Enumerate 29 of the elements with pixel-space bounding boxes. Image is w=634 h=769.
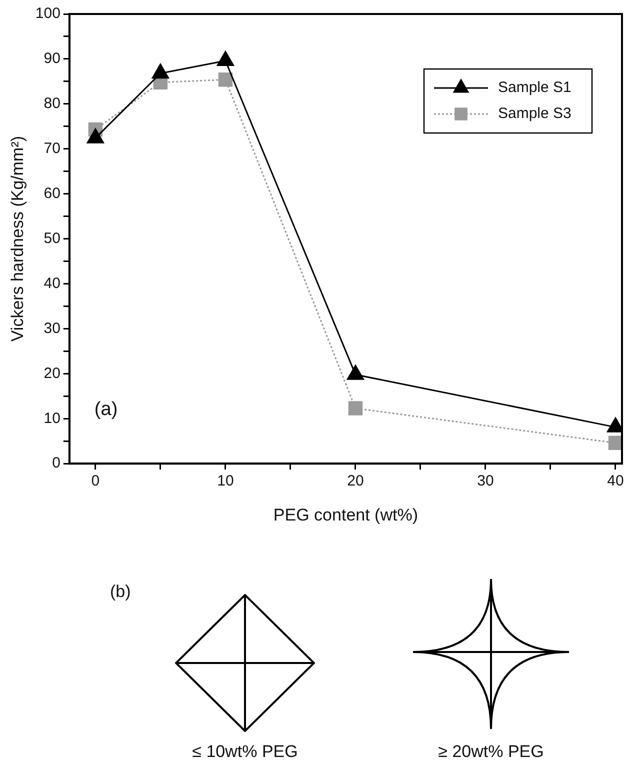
y-tick-label: 80	[44, 95, 60, 112]
y-axis-title: Vickers hardness (Kg/mm²)	[8, 136, 27, 342]
y-tick-label: 10	[44, 410, 60, 427]
point	[348, 401, 363, 416]
point	[86, 128, 104, 144]
x-tick-label: 20	[347, 472, 364, 490]
x-tick-label: 30	[477, 472, 494, 490]
y-tick-label: 50	[44, 230, 60, 247]
y-tick-label: 90	[44, 50, 60, 68]
point	[216, 51, 234, 66]
y-tick-label: 70	[44, 140, 60, 158]
y-tick-label: 100	[35, 5, 60, 22]
legend-label: Sample S1	[498, 79, 572, 96]
text: ≥ 20wt% PEG	[438, 742, 544, 762]
x-tick-label: 0	[91, 472, 100, 490]
y-tick-label: 0	[52, 454, 60, 472]
point	[608, 436, 622, 450]
y-tick-label: 40	[44, 274, 60, 292]
annotation: (a)	[94, 398, 118, 420]
x-axis-title: PEG content (wt%)	[273, 505, 418, 524]
y-tick-label: 30	[44, 320, 60, 337]
x-tick-label: 40	[607, 472, 624, 490]
y-tick-label: 20	[44, 364, 60, 382]
x-tick-label: 10	[217, 472, 234, 490]
legend-label: Sample S3	[498, 105, 572, 122]
y-tick-label: 60	[44, 184, 60, 202]
text: ≤ 10wt% PEG	[192, 742, 298, 762]
point	[152, 64, 169, 79]
text: (b)	[110, 582, 131, 602]
